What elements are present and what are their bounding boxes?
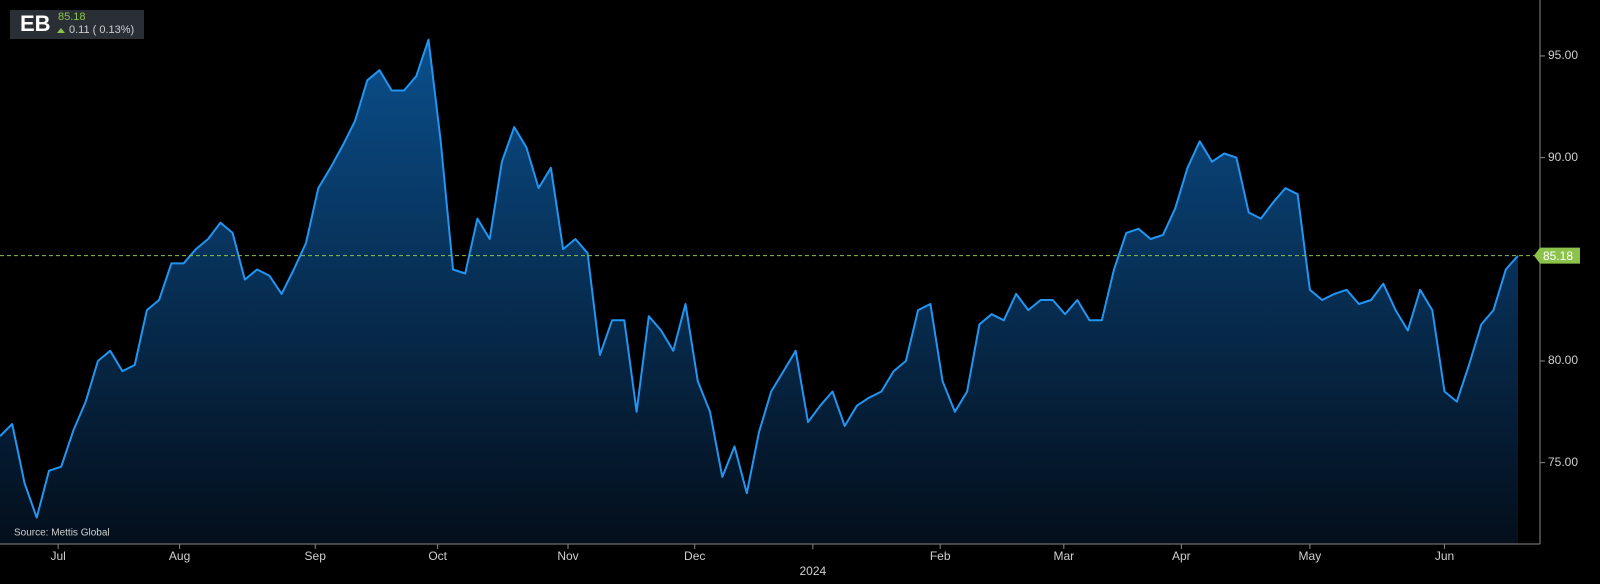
x-tick-label: Sep: [305, 549, 327, 563]
x-tick-label: Apr: [1172, 549, 1191, 563]
ticker-price: 85.18: [58, 11, 86, 23]
x-tick-label: Feb: [930, 549, 951, 563]
x-tick-label: 2024: [800, 564, 827, 578]
x-tick-label: Jul: [50, 549, 65, 563]
y-tick-label: 90.00: [1548, 150, 1578, 164]
source: Source: Mettis Global: [14, 528, 110, 539]
x-tick-label: Jun: [1435, 549, 1454, 563]
x-tick-label: May: [1299, 549, 1322, 563]
price-line: [0, 38, 1519, 519]
x-tick-label: Oct: [428, 549, 447, 563]
area-fill: [0, 39, 1518, 544]
x-tick-label: Dec: [684, 549, 705, 563]
y-tick-label: 95.00: [1548, 48, 1578, 62]
x-tick-label: Nov: [557, 549, 578, 563]
x-tick-label: Mar: [1053, 549, 1074, 563]
plot: [0, 38, 1519, 544]
y-tick-label: 80.00: [1548, 353, 1578, 367]
y-tick-label: 75.00: [1548, 455, 1578, 469]
last-price-tag: [1534, 247, 1580, 264]
up-arrow: [57, 28, 65, 33]
x-tick-label: Aug: [169, 549, 190, 563]
last-price-label: 85.18: [1543, 249, 1573, 263]
ticker-box: [10, 10, 144, 39]
ticker-change: 0.11 ( 0.13%): [69, 24, 134, 36]
ticker-symbol: EB: [20, 11, 51, 36]
